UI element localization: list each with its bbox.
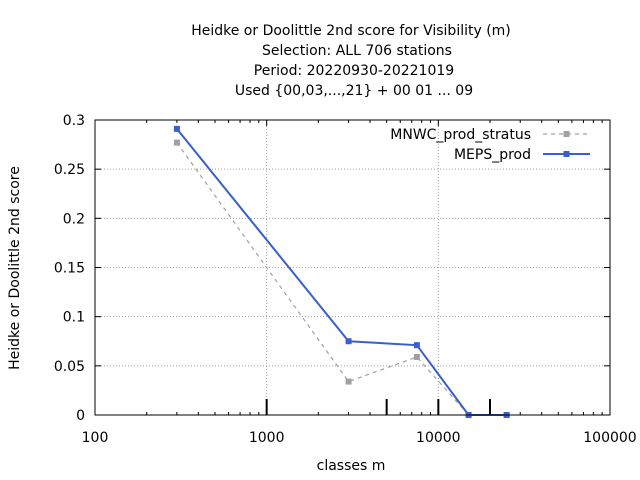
y-tick-label: 0 [76, 408, 85, 424]
y-tick-label: 0.3 [63, 113, 85, 129]
x-axis-label: classes m [317, 458, 386, 474]
y-tick-label: 0.15 [54, 261, 85, 277]
data-point [413, 342, 420, 349]
y-tick-label: 0.2 [63, 211, 85, 227]
data-point [173, 139, 180, 146]
y-axis-label: Heidke or Doolittle 2nd score [7, 166, 23, 370]
legend-label: MNWC_prod_stratus [390, 127, 531, 143]
x-tick-label: 100000 [583, 430, 636, 446]
y-tick-label: 0.1 [63, 310, 85, 326]
series-line-0 [176, 142, 507, 416]
plot-frame [94, 119, 611, 416]
y-tick-label: 0.05 [54, 359, 85, 375]
grid [95, 120, 610, 415]
legend-swatch-marker [563, 131, 570, 137]
data-point [413, 353, 420, 360]
data-point [173, 125, 180, 132]
x-tick-label: 10000 [416, 430, 461, 446]
x-tick-label: 100 [82, 430, 109, 446]
title-line-3: Period: 20220930-20221019 [254, 63, 454, 79]
title-line-1: Heidke or Doolittle 2nd score for Visibi… [191, 23, 511, 39]
x-tick-label: 1000 [249, 430, 285, 446]
legend-label: MEPS_prod [454, 147, 531, 163]
axes: 0 0.05 0.1 0.15 0.2 0.25 0.3 100 1000 10000 100000 [54, 113, 637, 446]
series-layer [173, 125, 510, 418]
chart-title: Heidke or Doolittle 2nd score for Visibi… [191, 23, 511, 99]
title-line-2: Selection: ALL 706 stations [262, 43, 452, 59]
data-point [345, 338, 352, 345]
legend-swatch-marker [563, 151, 570, 157]
y-tick-label: 0.25 [54, 162, 85, 178]
title-line-4: Used {00,03,...,21} + 00 01 ... 09 [235, 83, 473, 99]
legend: MNWC_prod_stratus MEPS_prod [390, 127, 590, 163]
data-point [345, 378, 352, 385]
